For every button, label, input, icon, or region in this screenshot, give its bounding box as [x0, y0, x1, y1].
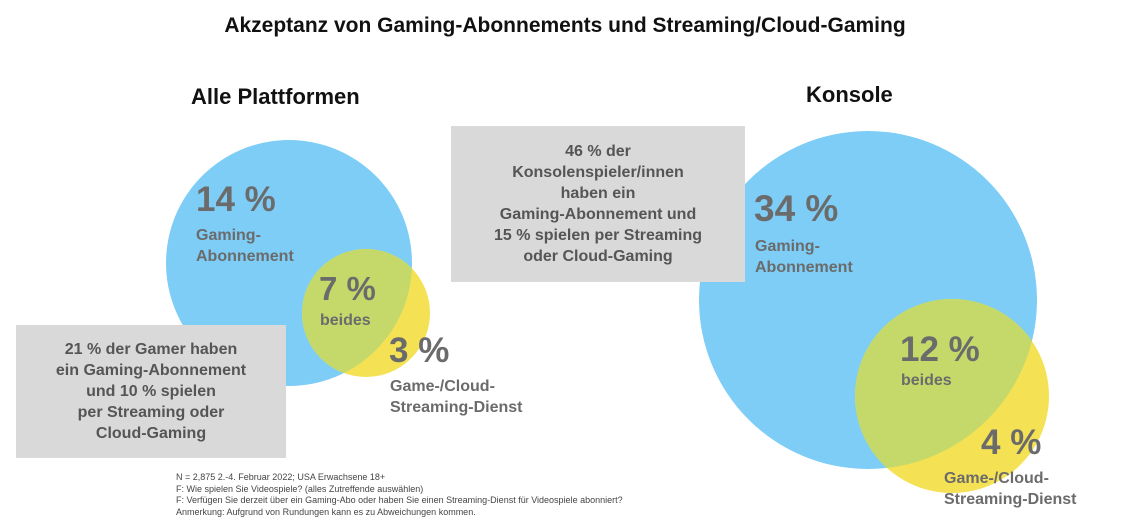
subscription-label-all-line2: Abonnement [196, 246, 294, 267]
footnote-line: F: Wie spielen Sie Videospiele? (alles Z… [176, 484, 623, 496]
subscription-value-all: 14 % [196, 182, 276, 217]
streaming-label-console-line2: Streaming-Dienst [944, 489, 1076, 510]
both-value-all: 7 % [319, 272, 376, 305]
callout-console-line: 15 % spielen per Streaming [494, 225, 702, 246]
callout-all-line: und 10 % spielen [86, 381, 216, 402]
streaming-label-all-line2: Streaming-Dienst [390, 397, 522, 418]
footnote-line: N = 2,875 2.-4. Februar 2022; USA Erwach… [176, 472, 623, 484]
panel-heading-console: Konsole [806, 82, 893, 108]
callout-console-line: oder Cloud-Gaming [523, 246, 672, 267]
callout-all-line: Cloud-Gaming [96, 423, 206, 444]
callout-console-line: haben ein [561, 183, 636, 204]
subscription-label-all-line1: Gaming- [196, 225, 261, 246]
footnote-line: F: Verfügen Sie derzeit über ein Gaming-… [176, 495, 623, 507]
streaming-value-console: 4 % [981, 425, 1041, 460]
infographic: Akzeptanz von Gaming-Abonnements und Str… [0, 0, 1130, 531]
both-label-all: beides [320, 310, 371, 331]
subscription-label-console-line2: Abonnement [755, 257, 853, 278]
callout-console-line: Konsolenspieler/innen [512, 162, 684, 183]
callout-all-line: 21 % der Gamer haben [65, 339, 238, 360]
subscription-value-console: 34 % [754, 190, 838, 227]
callout-console-line: 46 % der [565, 141, 631, 162]
callout-box-console: 46 % der Konsolenspieler/innen haben ein… [451, 126, 745, 282]
both-value-console: 12 % [900, 332, 980, 367]
callout-all-line: per Streaming oder [78, 402, 225, 423]
streaming-label-all-line1: Game-/Cloud- [390, 376, 495, 397]
chart-title: Akzeptanz von Gaming-Abonnements und Str… [0, 14, 1130, 38]
callout-console-line: Gaming-Abonnement und [500, 204, 696, 225]
streaming-value-all: 3 % [389, 333, 449, 368]
callout-all-line: ein Gaming-Abonnement [56, 360, 246, 381]
footnote-line: Anmerkung: Aufgrund von Rundungen kann e… [176, 507, 623, 519]
panel-heading-all: Alle Plattformen [191, 84, 360, 110]
subscription-label-console-line1: Gaming- [755, 236, 820, 257]
both-label-console: beides [901, 370, 952, 391]
streaming-label-console-line1: Game-/Cloud- [944, 468, 1049, 489]
footnotes: N = 2,875 2.-4. Februar 2022; USA Erwach… [176, 472, 623, 518]
callout-box-all: 21 % der Gamer haben ein Gaming-Abonneme… [16, 325, 286, 458]
